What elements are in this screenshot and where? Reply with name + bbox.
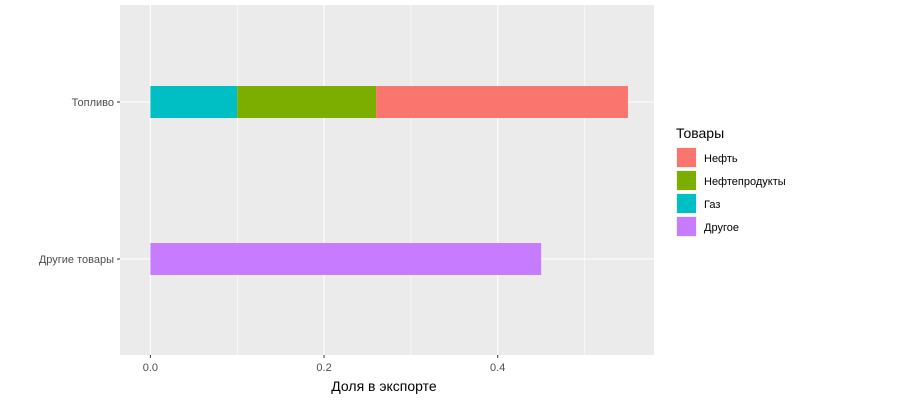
legend: Товары Нефть Нефтепродукты Газ Другое (676, 125, 786, 237)
bar-segment (150, 243, 542, 275)
legend-title: Товары (676, 125, 724, 141)
bar-segment (237, 86, 377, 118)
legend-swatch (677, 194, 696, 213)
x-tick-label: 0.4 (490, 362, 505, 374)
bar-segment (376, 86, 628, 118)
y-tick-label: Топливо (72, 97, 114, 109)
legend-swatch (677, 217, 696, 236)
bar-segment (150, 86, 238, 118)
legend-label: Газ (704, 199, 720, 211)
legend-items: Нефть Нефтепродукты Газ Другое (676, 147, 786, 237)
x-axis: 0.0 0.2 0.4 (143, 355, 505, 374)
x-tick-label: 0.2 (316, 362, 331, 374)
legend-swatch (677, 148, 696, 167)
legend-swatch (677, 171, 696, 190)
legend-label: Нефтепродукты (704, 176, 786, 188)
y-axis: Топливо Другие товары (39, 97, 120, 266)
y-tick-label: Другие товары (39, 254, 114, 266)
x-axis-title: Доля в экспорте (331, 378, 437, 394)
bars (150, 86, 628, 275)
plot-panel (120, 5, 654, 355)
grid-minor (236, 5, 585, 355)
legend-label: Нефть (704, 153, 738, 165)
x-tick-label: 0.0 (143, 362, 158, 374)
legend-label: Другое (704, 222, 739, 234)
